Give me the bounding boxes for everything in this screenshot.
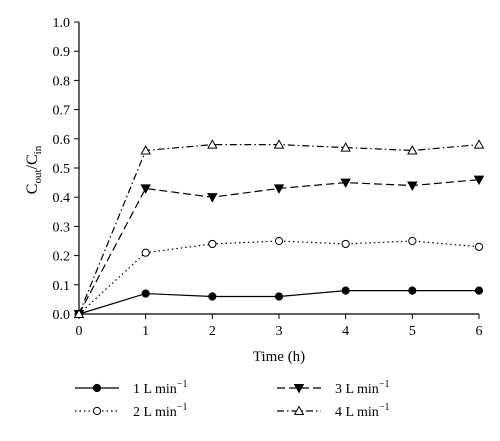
series-4-point — [140, 145, 151, 155]
x-tick-label: 0 — [76, 324, 83, 339]
series-2-point — [474, 242, 484, 251]
legend-label-exponent: −1 — [379, 402, 390, 413]
series-1 — [74, 286, 484, 319]
legend-label-text: 4 L min — [335, 405, 379, 420]
series-4-point — [207, 139, 218, 149]
series-4 — [73, 139, 485, 319]
x-tick-label: 1 — [142, 324, 149, 339]
y-label-base: C — [24, 184, 41, 195]
series-2-point — [341, 239, 350, 249]
legend-marker — [293, 383, 305, 394]
y-tick-label: 0.9 — [53, 45, 71, 60]
y-tick-label: 0.7 — [53, 104, 71, 119]
y-tick-label: 0.1 — [53, 279, 71, 294]
series-4-point — [407, 145, 418, 155]
y-tick-label: 0.6 — [53, 133, 71, 148]
series-2-line — [78, 240, 480, 315]
y-tick-label: 0.4 — [53, 191, 71, 206]
legend-marker — [92, 406, 102, 416]
y-tick-label: 1.0 — [53, 16, 71, 31]
legend-item-3: 3 L min−1 — [277, 379, 389, 397]
y-tick-label: 0.8 — [53, 74, 71, 89]
y-label-sub-out: out — [32, 169, 44, 183]
legend-label: 4 L min−1 — [335, 402, 389, 420]
series-4-line — [78, 144, 480, 315]
series-2-point — [208, 239, 217, 249]
series-3-point — [140, 184, 151, 194]
y-axis-label: Cout/Cin — [24, 145, 44, 194]
series-2-point — [141, 248, 150, 257]
legend-label-exponent: −1 — [177, 402, 188, 413]
y-tick-label: 0.3 — [53, 220, 71, 235]
series-1-point — [208, 292, 217, 301]
y-tick-label: 0.2 — [53, 250, 71, 265]
legend-item-4: 4 L min−1 — [277, 402, 389, 420]
legend-label-text: 3 L min — [335, 382, 379, 397]
series-layer — [73, 139, 485, 320]
series-3-point — [207, 193, 218, 203]
legend-marker — [92, 383, 102, 393]
series-3-point — [473, 175, 485, 186]
legend-item-1: 1 L min−1 — [75, 379, 187, 397]
series-4-point — [340, 142, 351, 152]
legend-item-2: 2 L min−1 — [75, 402, 187, 420]
x-tick-label: 3 — [276, 324, 283, 339]
legend-label-text: 1 L min — [133, 382, 177, 397]
series-1-point — [274, 292, 284, 301]
x-tick-label: 4 — [342, 324, 349, 339]
y-label-base2: C — [24, 154, 41, 165]
series-3-point — [407, 181, 418, 191]
legend-label-exponent: −1 — [177, 379, 188, 390]
series-1-point — [341, 286, 350, 295]
legend-label: 2 L min−1 — [133, 402, 187, 420]
series-1-point — [474, 286, 484, 295]
y-label-sub-in: in — [32, 145, 44, 154]
series-4-point — [73, 308, 85, 319]
series-1-point — [141, 289, 150, 298]
y-label-slash: / — [24, 164, 41, 169]
legend-label: 1 L min−1 — [133, 379, 187, 397]
series-3-point — [340, 178, 351, 189]
series-3-point — [273, 184, 285, 194]
series-2-point — [408, 236, 417, 246]
legend-label-exponent: −1 — [379, 379, 390, 390]
x-tick-label: 6 — [476, 324, 483, 339]
series-2-point — [274, 236, 284, 246]
legend: 1 L min−12 L min−13 L min−14 L min−1 — [75, 379, 389, 420]
series-4-point — [473, 139, 485, 149]
x-axis-label: Time (h) — [253, 349, 305, 365]
x-tick-label: 2 — [209, 324, 216, 339]
legend-label: 3 L min−1 — [335, 379, 389, 397]
ticks: 0 1 2 3 4 5 6 0.0 0.1 0.2 0.3 0.4 0.5 0.6 0.7 0.8 0.9 1.0 — [53, 16, 483, 339]
series-4-point — [273, 139, 285, 149]
series-1-point — [408, 286, 417, 295]
x-tick-label: 5 — [409, 324, 416, 339]
legend-label-text: 2 L min — [133, 405, 177, 420]
y-tick-label: 0.0 — [53, 308, 71, 323]
axes — [78, 22, 479, 315]
y-tick-label: 0.5 — [53, 162, 71, 177]
series-2 — [74, 236, 484, 319]
legend-marker — [293, 405, 305, 416]
